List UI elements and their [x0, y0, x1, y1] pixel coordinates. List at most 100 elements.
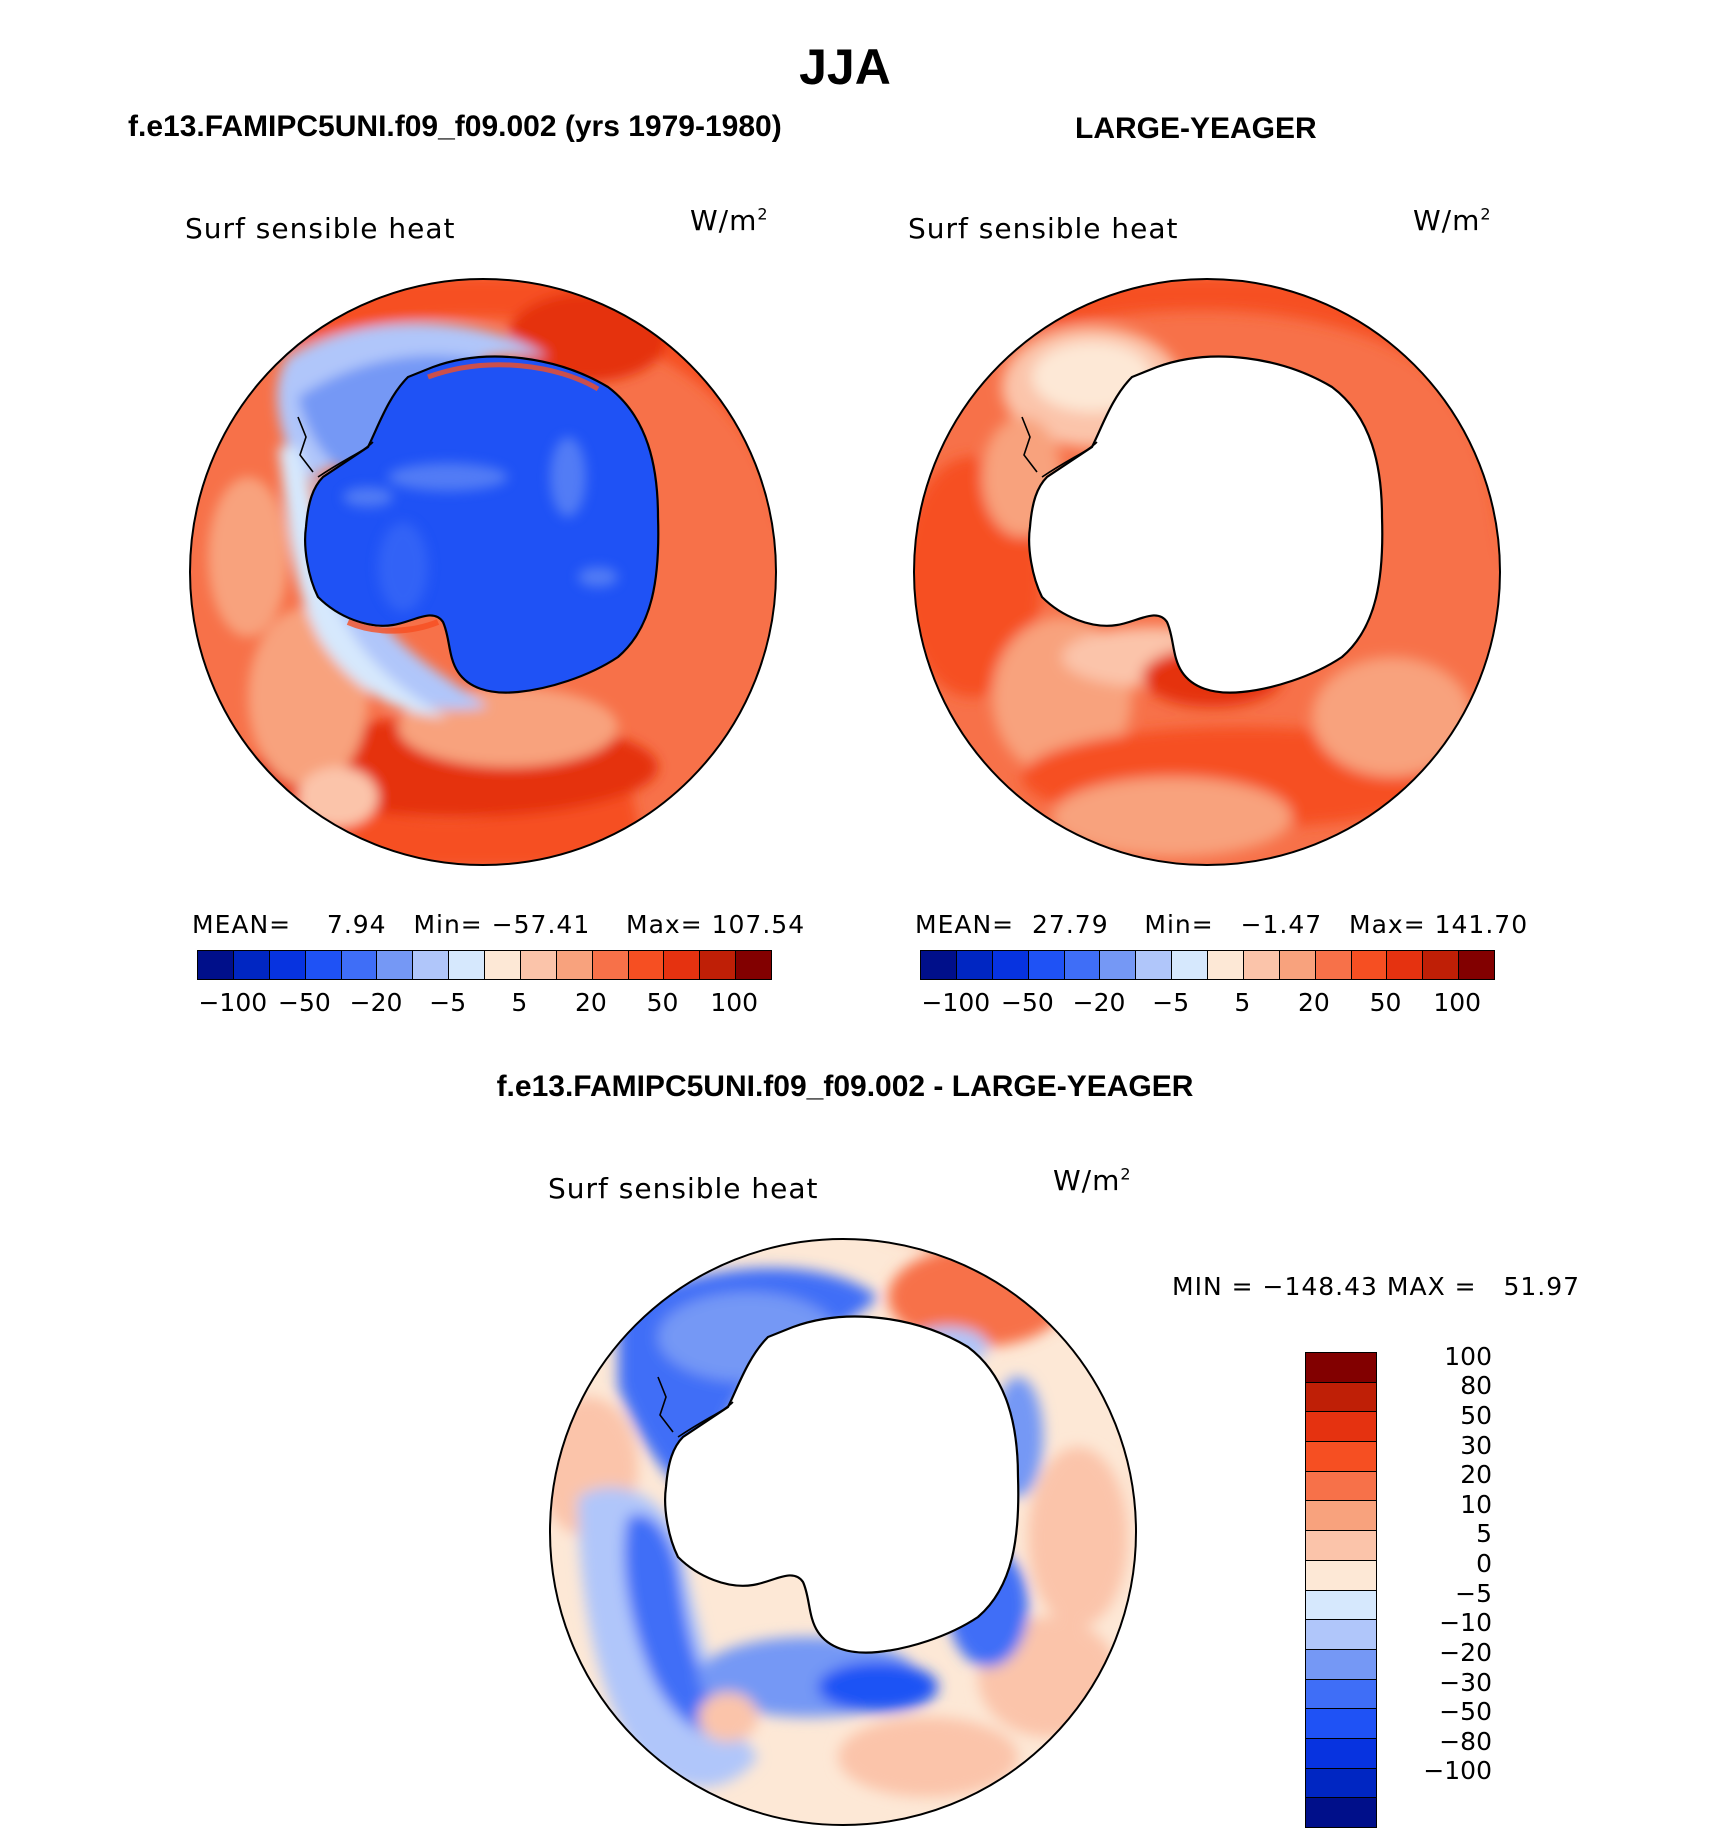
- colorbar-tick-label: −30: [1439, 1667, 1492, 1697]
- colorbar-swatch: [233, 951, 270, 979]
- diff-variable-label: Surf sensible heat: [548, 1172, 819, 1205]
- colorbar-swatch: [700, 951, 737, 979]
- colorbar-swatch: [269, 951, 306, 979]
- diff-stats: MIN = −148.43 MAX = 51.97: [1172, 1272, 1581, 1301]
- colorbar-tick-label: 20: [1460, 1460, 1492, 1490]
- panel-1-units-label: W/m2: [690, 204, 769, 237]
- colorbar-swatch: [1100, 951, 1137, 979]
- antarctica-difference: [664, 1315, 1020, 1654]
- colorbar-tick-label: −20: [349, 988, 403, 1017]
- colorbar-swatch: [736, 951, 771, 979]
- colorbar-swatch: [592, 951, 629, 979]
- panel-1-stats: MEAN= 7.94 Min= −57.41 Max= 107.54: [192, 910, 806, 939]
- colorbar-tick-label: 80: [1460, 1371, 1492, 1401]
- colorbar-swatch: [628, 951, 665, 979]
- colorbar-tick-label: −10: [1439, 1608, 1492, 1638]
- colorbar-swatch: [1306, 1382, 1376, 1413]
- colorbar-tick-label: 0: [1476, 1549, 1492, 1578]
- colorbar-swatch: [1028, 951, 1065, 979]
- colorbar-tick-label: −20: [1439, 1637, 1492, 1667]
- polar-map-observations: [913, 278, 1501, 866]
- colorbar-tick-label: 5: [511, 988, 528, 1017]
- antarctica-observations: [1028, 355, 1384, 694]
- colorbar-tick-label: 100: [1444, 1341, 1492, 1371]
- colorbar-swatch: [377, 951, 414, 979]
- colorbar-swatch: [1306, 1531, 1376, 1561]
- polar-map-difference: [549, 1238, 1137, 1826]
- panel-2-colorbar: [920, 950, 1495, 980]
- diff-colorbar: [1305, 1352, 1377, 1828]
- panel-1-colorbar-ticks: −100 −50 −20 −5 5 20 50 100: [197, 988, 770, 1018]
- colorbar-swatch: [1306, 1620, 1376, 1650]
- colorbar-swatch: [413, 951, 450, 979]
- colorbar-swatch: [1064, 951, 1101, 979]
- colorbar-swatch: [1172, 951, 1208, 979]
- panel-2-case-title: LARGE-YEAGER: [1075, 112, 1317, 145]
- colorbar-swatch: [1306, 1679, 1376, 1710]
- colorbar-tick-label: 30: [1460, 1430, 1492, 1460]
- colorbar-tick-label: −5: [1152, 988, 1190, 1017]
- colorbar-tick-label: 100: [1433, 988, 1482, 1017]
- colorbar-swatch: [1306, 1501, 1376, 1532]
- colorbar-swatch: [1306, 1471, 1376, 1502]
- colorbar-swatch: [198, 951, 234, 979]
- colorbar-swatch: [449, 951, 485, 979]
- colorbar-swatch: [1387, 951, 1424, 979]
- colorbar-tick-label: −20: [1072, 988, 1126, 1017]
- colorbar-swatch: [1306, 1353, 1376, 1383]
- colorbar-swatch: [1136, 951, 1173, 979]
- colorbar-tick-label: 5: [1234, 988, 1251, 1017]
- panel-1-case-title: f.e13.FAMIPC5UNI.f09_f09.002 (yrs 1979-1…: [128, 110, 782, 143]
- panel-2-colorbar-ticks: −100 −50 −20 −5 5 20 50 100: [920, 988, 1493, 1018]
- colorbar-tick-label: −100: [1423, 1756, 1492, 1786]
- colorbar-swatch: [1208, 951, 1244, 979]
- panel-2-variable-label: Surf sensible heat: [908, 212, 1179, 245]
- colorbar-swatch: [1459, 951, 1494, 979]
- colorbar-tick-label: −80: [1439, 1726, 1492, 1756]
- colorbar-swatch: [520, 951, 557, 979]
- colorbar-tick-label: 20: [575, 988, 607, 1017]
- panel-1-colorbar: [197, 950, 772, 980]
- diff-case-title: f.e13.FAMIPC5UNI.f09_f09.002 - LARGE-YEA…: [496, 1070, 1194, 1103]
- colorbar-tick-label: −5: [1455, 1578, 1492, 1608]
- panel-2-stats: MEAN= 27.79 Min= −1.47 Max= 141.70: [915, 910, 1529, 939]
- colorbar-tick-label: −5: [429, 988, 467, 1017]
- panel-1-variable-label: Surf sensible heat: [185, 212, 456, 245]
- colorbar-swatch: [1306, 1709, 1376, 1739]
- colorbar-swatch: [305, 951, 342, 979]
- colorbar-swatch: [992, 951, 1029, 979]
- colorbar-tick-label: 50: [1460, 1400, 1492, 1430]
- colorbar-tick-label: 50: [646, 988, 679, 1017]
- panel-2-units-label: W/m2: [1413, 204, 1492, 237]
- colorbar-swatch: [1351, 951, 1388, 979]
- colorbar-tick-label: 10: [1460, 1489, 1492, 1519]
- colorbar-swatch: [1315, 951, 1352, 979]
- colorbar-tick-label: 50: [1369, 988, 1402, 1017]
- colorbar-swatch: [1306, 1649, 1376, 1680]
- colorbar-swatch: [1306, 1768, 1376, 1799]
- colorbar-swatch: [1243, 951, 1280, 979]
- colorbar-tick-label: −50: [1001, 988, 1054, 1017]
- colorbar-swatch: [1306, 1738, 1376, 1769]
- colorbar-tick-label: −50: [278, 988, 331, 1017]
- colorbar-swatch: [1306, 1442, 1376, 1472]
- colorbar-tick-label: 100: [710, 988, 759, 1017]
- colorbar-swatch: [341, 951, 378, 979]
- colorbar-swatch: [485, 951, 521, 979]
- colorbar-swatch: [1306, 1590, 1376, 1621]
- colorbar-tick-label: 5: [1476, 1519, 1492, 1549]
- colorbar-swatch: [556, 951, 593, 979]
- colorbar-tick-label: −50: [1439, 1697, 1492, 1727]
- colorbar-tick-label: 20: [1298, 988, 1330, 1017]
- colorbar-swatch: [956, 951, 993, 979]
- polar-map-model: [189, 278, 777, 866]
- colorbar-swatch: [1306, 1560, 1376, 1591]
- colorbar-tick-label: −100: [921, 988, 991, 1017]
- colorbar-tick-label: −100: [198, 988, 268, 1017]
- page-title: JJA: [799, 39, 891, 95]
- colorbar-swatch: [1423, 951, 1460, 979]
- diff-colorbar-ticks: 100 80 50 30 20 10 5 0 −5 −10 −20 −30 −50 −80 −100: [1382, 1342, 1502, 1826]
- colorbar-swatch: [1306, 1412, 1376, 1443]
- colorbar-swatch: [1279, 951, 1316, 979]
- colorbar-swatch: [664, 951, 701, 979]
